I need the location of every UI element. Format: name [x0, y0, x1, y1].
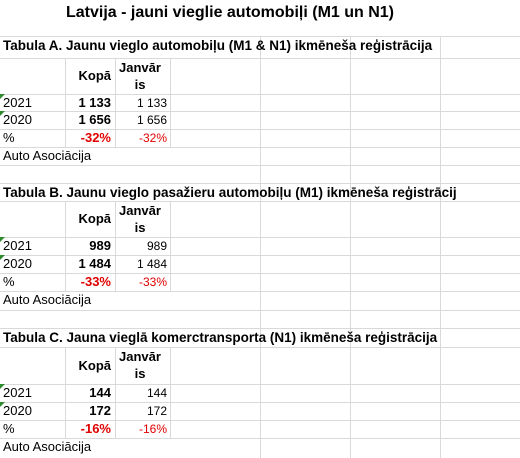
grid-line — [65, 58, 66, 147]
grid-line — [65, 347, 66, 438]
row-label: 2020 — [0, 402, 63, 420]
grid-line — [350, 36, 351, 458]
row-label: % — [3, 421, 15, 436]
month-cell: -33% — [138, 275, 167, 289]
grid-line — [115, 201, 116, 291]
month-cell: 1 133 — [136, 96, 167, 110]
total-cell: 172 — [89, 403, 111, 418]
table-title: Tabula B. Jaunu vieglo pasažieru automob… — [3, 185, 457, 200]
column-header: Kopā — [78, 211, 112, 226]
sheet-title: Latvija - jauni vieglie automobiļi (M1 u… — [65, 4, 395, 21]
month-cell: 144 — [146, 386, 167, 400]
total-cell: 989 — [89, 238, 111, 253]
grid-line — [115, 58, 116, 147]
total-cell: 144 — [89, 385, 111, 400]
total-cell: -33% — [80, 274, 111, 289]
source-note: Auto Asociācija — [3, 148, 92, 163]
grid-line — [170, 58, 171, 147]
column-header: Kopā — [78, 357, 112, 373]
row-label: % — [3, 274, 15, 289]
source-note: Auto Asociācija — [3, 439, 92, 454]
column-header: Kopā — [78, 68, 112, 83]
total-cell: -32% — [80, 130, 111, 145]
total-cell: 1 484 — [78, 256, 111, 271]
source-note: Auto Asociācija — [3, 292, 92, 307]
row-label: % — [3, 130, 15, 145]
total-cell: 1 133 — [78, 95, 111, 110]
column-header: Janvāris — [119, 60, 161, 92]
row-label: 2020 — [0, 111, 63, 129]
month-cell: 172 — [146, 404, 167, 418]
grid-line — [65, 201, 66, 291]
grid-line — [260, 36, 261, 458]
table-title: Tabula C. Jauna vieglā komerctransporta … — [3, 330, 438, 345]
row-label: 2021 — [0, 237, 63, 255]
column-header: Janvāris — [119, 349, 161, 381]
grid-line — [440, 36, 441, 458]
total-cell: 1 656 — [78, 112, 111, 127]
grid-line — [170, 201, 171, 291]
month-cell: 989 — [146, 239, 167, 253]
month-cell: 1 656 — [136, 113, 167, 127]
grid-line — [170, 347, 171, 438]
month-cell: 1 484 — [136, 257, 167, 271]
month-cell: -16% — [138, 422, 167, 436]
month-cell: -32% — [138, 131, 167, 145]
row-label: 2021 — [0, 94, 63, 112]
row-label: 2020 — [0, 255, 63, 273]
total-cell: -16% — [80, 421, 111, 436]
row-label: 2021 — [0, 384, 63, 402]
grid-line — [115, 347, 116, 438]
column-header: Janvāris — [119, 203, 161, 235]
table-title: Tabula A. Jaunu vieglo automobiļu (M1 & … — [3, 38, 433, 53]
